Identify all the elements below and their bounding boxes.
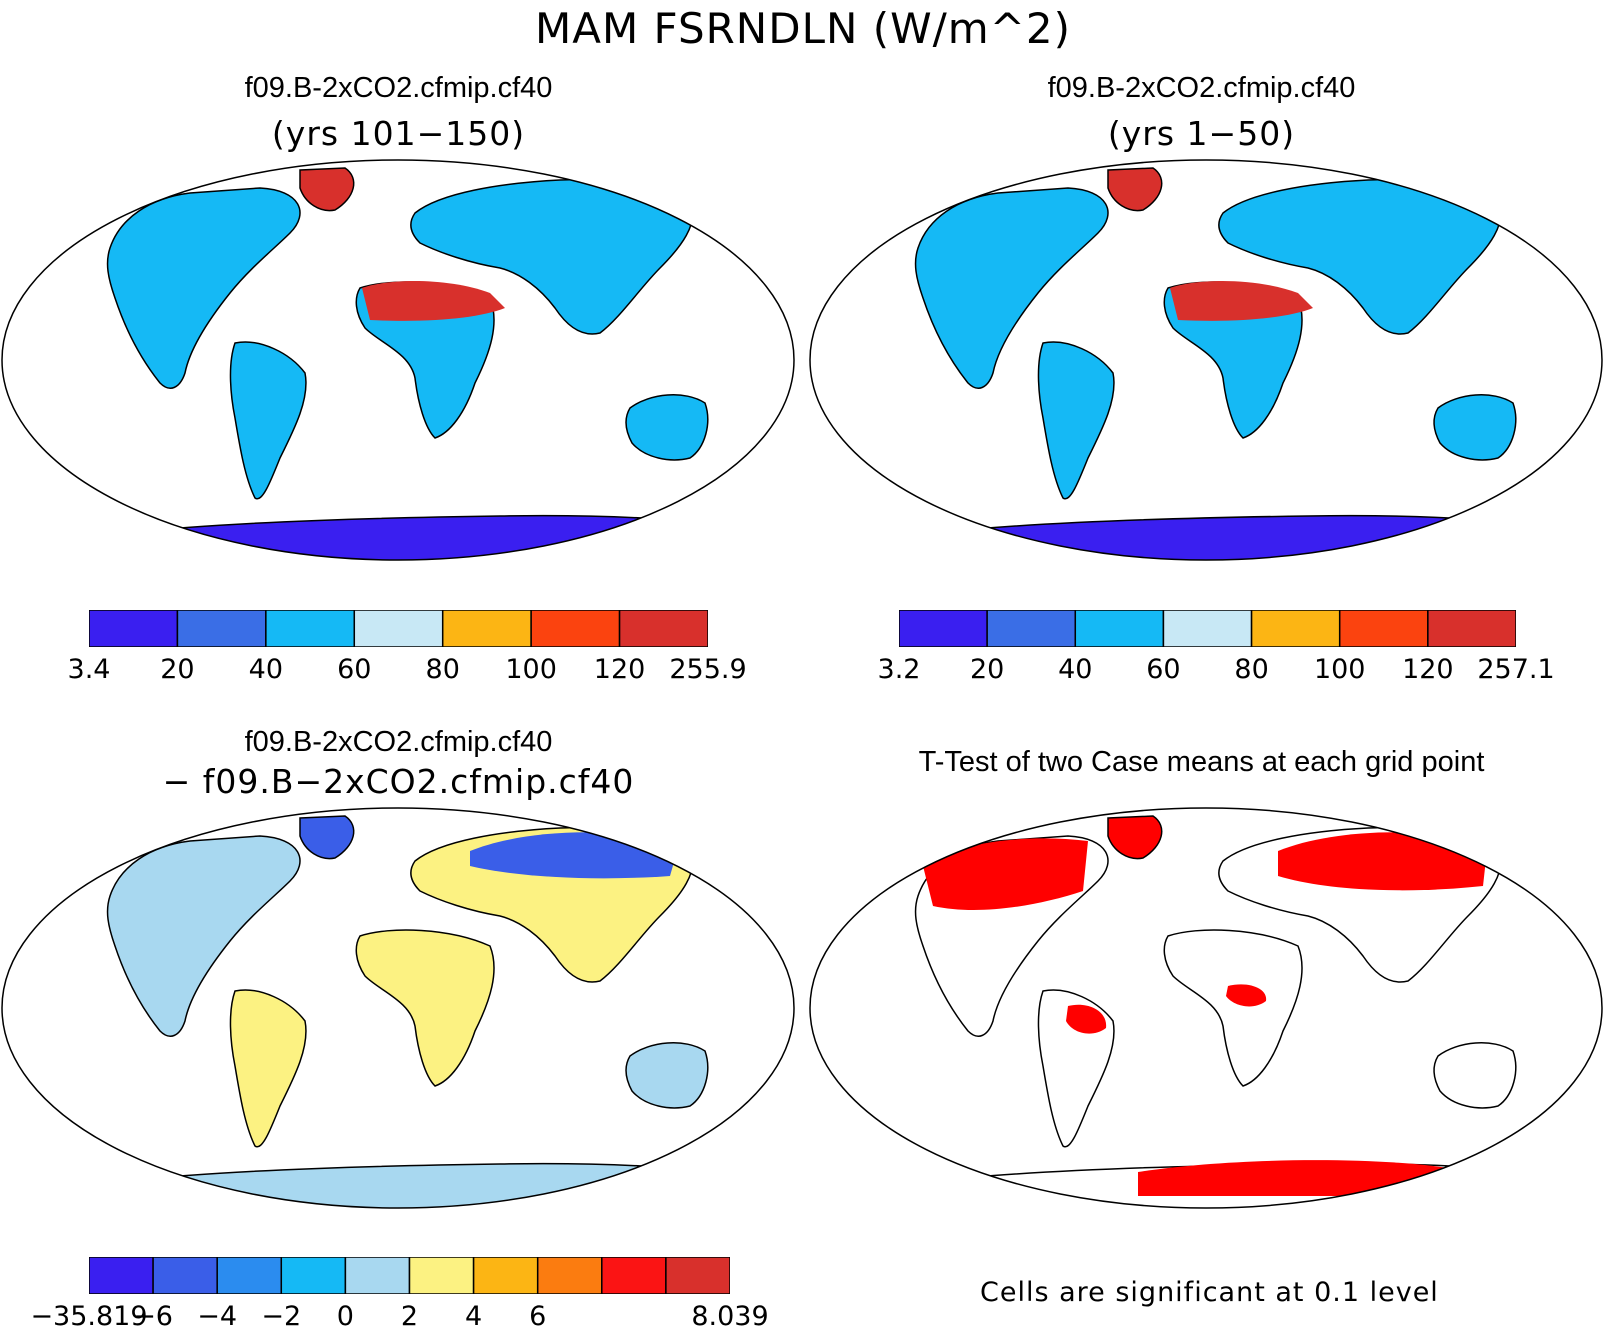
land-sahara-arabia: [1170, 281, 1313, 321]
colorbar-tick-label: 100: [1313, 654, 1366, 685]
land-greenland: [1107, 815, 1163, 860]
colorbar-swatch: [176, 610, 267, 647]
land-australia: [1433, 394, 1517, 461]
colorbar-tick-label: −4: [197, 1301, 238, 1332]
land-africa: [1163, 929, 1303, 1087]
colorbar-swatch: [265, 610, 356, 647]
colorbar-swatch: [89, 1257, 154, 1294]
land-south-america: [1037, 341, 1115, 500]
land-south-america: [229, 989, 307, 1148]
colorbar-tick-label: −6: [133, 1301, 173, 1332]
land-antarctica: [896, 514, 1590, 560]
panel-2-colorbar: [899, 610, 1516, 647]
colorbar-swatch: [472, 1257, 539, 1294]
colorbar-tick-label: 8.039: [691, 1301, 769, 1332]
colorbar-tick-label: 2: [400, 1301, 419, 1332]
colorbar-swatch: [665, 1257, 730, 1294]
colorbar-swatch: [89, 610, 179, 647]
colorbar-tick-label: 100: [505, 654, 557, 685]
panel-4-title: T-Test of two Case means at each grid po…: [918, 746, 1485, 778]
panel-1-map: [1, 159, 795, 561]
colorbar-tick-label: −35.819: [30, 1301, 148, 1332]
colorbar-swatch: [280, 1257, 347, 1294]
panel-2-subtitle: (yrs 1−50): [1107, 114, 1296, 153]
colorbar-swatch: [152, 1257, 218, 1294]
panel-1-title: f09.B-2xCO2.cfmip.cf40: [244, 72, 553, 104]
colorbar-tick-label: 80: [425, 654, 460, 685]
colorbar-tick-label: 4: [465, 1301, 483, 1332]
sig-siberia: [1278, 832, 1488, 891]
land-eurasia: [410, 178, 694, 335]
sig-amazon: [1066, 1004, 1107, 1034]
colorbar-tick-label: 80: [1234, 654, 1269, 685]
colorbar-swatch: [441, 610, 532, 647]
panel-1-colorbar: [89, 610, 708, 647]
colorbar-swatch: [1162, 610, 1253, 647]
land-australia: [1433, 1042, 1517, 1109]
land-south-america: [229, 341, 307, 500]
sig-antarctica: [1138, 1160, 1448, 1196]
colorbar-tick-label: 120: [593, 654, 646, 685]
land-africa: [355, 929, 495, 1087]
panel-4-footnote: Cells are significant at 0.1 level: [980, 1277, 1439, 1308]
colorbar-swatch: [353, 610, 444, 647]
colorbar-tick-label: 20: [160, 654, 195, 685]
colorbar-swatch: [601, 1257, 667, 1294]
colorbar-tick-label: 6: [529, 1301, 547, 1332]
colorbar-tick-label: −2: [261, 1301, 302, 1332]
colorbar-swatch: [618, 610, 708, 647]
land-greenland: [1107, 167, 1163, 212]
panel-3-title: f09.B-2xCO2.cfmip.cf40: [244, 726, 553, 758]
land-australia: [625, 1042, 709, 1109]
panel-3-map: [1, 807, 795, 1209]
land-greenland: [299, 167, 355, 212]
land-north-america: [106, 835, 301, 1037]
colorbar-tick-label: 60: [1146, 654, 1181, 685]
colorbar-tick-label: 3.4: [67, 654, 111, 685]
panel-2-title: f09.B-2xCO2.cfmip.cf40: [1047, 72, 1356, 104]
panel-3-subtitle: − f09.B−2xCO2.cfmip.cf40: [162, 762, 635, 801]
colorbar-tick-label: 255.9: [669, 654, 747, 685]
colorbar-tick-label: 20: [969, 654, 1005, 685]
colorbar-swatch: [1250, 610, 1341, 647]
colorbar-tick-label: 40: [1058, 654, 1093, 685]
panel-4-map: [809, 807, 1603, 1209]
sig-central-africa: [1226, 984, 1267, 1007]
land-north-america: [914, 187, 1109, 389]
land-greenland: [299, 815, 355, 860]
panel-2-map: [809, 159, 1603, 561]
colorbar-swatch: [344, 1257, 411, 1294]
colorbar-swatch: [1074, 610, 1165, 647]
colorbar-swatch: [408, 1257, 475, 1294]
colorbar-swatch: [216, 1257, 283, 1294]
land-australia: [625, 394, 709, 461]
colorbar-tick-label: 120: [1402, 654, 1454, 685]
land-north-america: [106, 187, 301, 389]
colorbar-tick-label: 60: [337, 654, 372, 685]
colorbar-tick-label: 257.1: [1477, 654, 1555, 685]
land-sahara-arabia: [362, 281, 505, 321]
figure-title: MAM FSRNDLN (W/m^2): [534, 4, 1072, 53]
land-antarctica: [88, 514, 782, 560]
colorbar-swatch: [536, 1257, 603, 1294]
colorbar-tick-label: 40: [248, 654, 284, 685]
colorbar-swatch: [1427, 610, 1516, 647]
colorbar-swatch: [899, 610, 988, 647]
colorbar-tick-label: 3.2: [877, 654, 921, 685]
colorbar-tick-label: 0: [336, 1301, 354, 1332]
colorbar-swatch: [986, 610, 1077, 647]
colorbar-swatch: [1338, 610, 1429, 647]
panel-3-colorbar: [89, 1257, 730, 1294]
panel-1-subtitle: (yrs 101−150): [271, 114, 526, 153]
land-antarctica: [88, 1162, 782, 1208]
colorbar-swatch: [530, 610, 621, 647]
land-eurasia: [1218, 178, 1502, 335]
sig-canada: [923, 838, 1088, 911]
